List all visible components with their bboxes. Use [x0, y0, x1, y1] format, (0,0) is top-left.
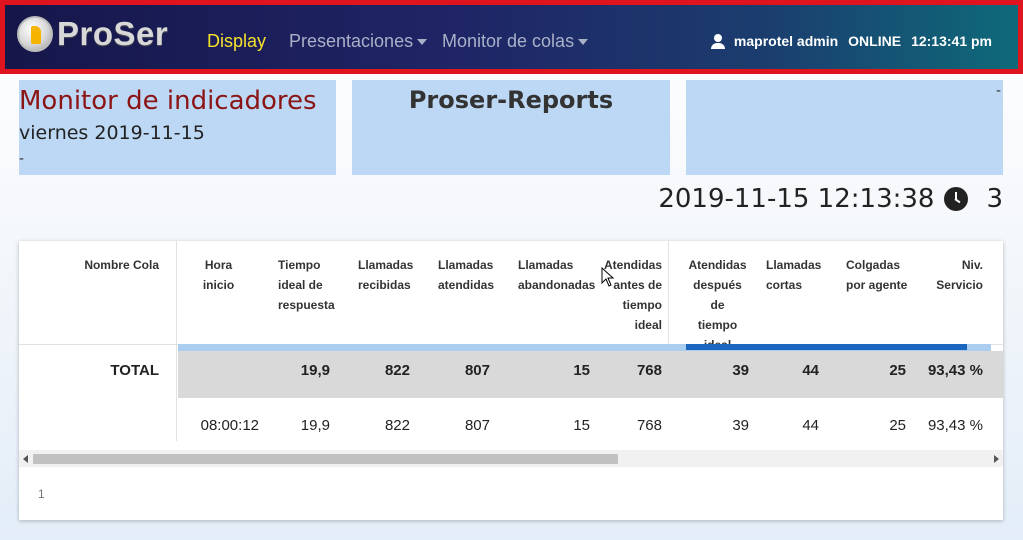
queue-table: Nombre Cola Hora inicio Tiempo ideal de respu… — [19, 241, 1003, 520]
status-badge: ONLINE — [848, 33, 902, 49]
col-llamadas-recibidas[interactable]: Llamadas recibidas — [358, 255, 413, 295]
header-line: después de — [693, 278, 742, 312]
right-dash: - — [996, 82, 1001, 99]
table-row-cell: 807 — [464, 417, 490, 434]
timestamp-text: 2019-11-15 12:13:38 — [658, 184, 935, 214]
left-dash: - — [19, 150, 24, 167]
scroll-right-icon[interactable] — [994, 455, 999, 463]
clock-icon — [944, 187, 969, 211]
user-name[interactable]: maprotel admin — [733, 33, 839, 49]
header-line: Nombre Cola — [84, 258, 159, 272]
total-row-cell: 15 — [573, 362, 590, 379]
progress-track — [178, 344, 991, 351]
header-line: antes de — [613, 278, 662, 292]
progress-bar — [686, 344, 967, 350]
page-number[interactable]: 1 — [38, 487, 45, 501]
info-box-left: Monitor de indicadores viernes 2019-11-1… — [19, 80, 336, 175]
scroll-left-icon[interactable] — [23, 455, 28, 463]
header-line: tiempo — [622, 298, 662, 312]
refresh-count: 3 — [986, 184, 1003, 214]
reports-title: Proser-Reports — [408, 86, 614, 114]
header-line: Niv. — [961, 258, 983, 272]
page-title: Monitor de indicadores — [19, 86, 317, 116]
chevron-down-icon — [417, 39, 428, 46]
update-timestamp: 2019-11-15 12:13:38 3 — [658, 184, 1003, 214]
header-line: por agente — [846, 278, 908, 292]
column-divider — [668, 241, 669, 344]
header-line: tiempo — [697, 318, 738, 332]
header-line: Hora — [204, 258, 233, 272]
header-line: Servicio — [936, 278, 983, 292]
header-line: respuesta — [278, 298, 335, 312]
table-row-cell: 768 — [636, 417, 662, 434]
total-row-cell: 25 — [889, 362, 906, 379]
horizontal-scrollbar[interactable] — [19, 450, 1003, 467]
table-row-cell: 08:00:12 — [200, 417, 259, 434]
header-line: Atendidas — [603, 258, 662, 272]
header-line: inicio — [202, 278, 235, 292]
total-row-cell: 822 — [384, 362, 410, 379]
user-icon — [710, 33, 725, 49]
col-atendidas-antes[interactable]: Atendidas antes de tiempo ideal — [598, 255, 662, 335]
header-line: Llamadas — [438, 258, 494, 272]
header-line: Llamadas — [766, 258, 822, 272]
header-line: Colgadas — [846, 258, 901, 272]
col-llamadas-cortas[interactable]: Llamadas cortas — [766, 255, 821, 295]
table-row-cell: 822 — [384, 417, 410, 434]
navbar: ProSer Display Presentaciones Monitor de… — [0, 0, 1023, 74]
col-llamadas-abandonadas[interactable]: Llamadas abandonadas — [518, 255, 595, 295]
nav-monitor-de-colas[interactable]: Monitor de colas — [442, 31, 589, 52]
header-line: cortas — [766, 278, 803, 292]
report-date: viernes 2019-11-15 — [19, 122, 205, 144]
logo-icon — [17, 16, 53, 52]
total-row-cell: 93,43 % — [927, 362, 983, 379]
total-row-cell: 39 — [732, 362, 749, 379]
scroll-thumb[interactable] — [33, 454, 618, 464]
total-row-cell: 768 — [636, 362, 662, 379]
info-box-center: Proser-Reports — [352, 80, 670, 175]
cursor-icon — [601, 267, 615, 287]
table-row-cell: 19,9 — [300, 417, 330, 434]
header-line: Tiempo — [278, 258, 321, 272]
header-line: ideal — [634, 318, 662, 332]
header-line: recibidas — [358, 278, 411, 292]
nav-presentaciones[interactable]: Presentaciones — [289, 31, 428, 52]
table-row-cell: 44 — [802, 417, 819, 434]
header-line: abandonadas — [518, 278, 596, 292]
nav-presentaciones-label: Presentaciones — [289, 31, 414, 51]
user-area: maprotel admin ONLINE 12:13:41 pm — [710, 33, 992, 49]
col-nombre-cola[interactable]: Nombre Cola — [19, 255, 159, 275]
table-row-cell: 39 — [732, 417, 749, 434]
header-line: ideal de — [278, 278, 323, 292]
table-row-cell: 93,43 % — [927, 417, 983, 434]
column-divider — [176, 241, 177, 441]
chevron-down-icon — [578, 39, 589, 46]
col-tiempo-ideal[interactable]: Tiempo ideal de respuesta — [278, 255, 335, 315]
total-row-cell: 807 — [464, 362, 490, 379]
nav-clock: 12:13:41 pm — [911, 33, 992, 49]
total-row-cell: 19,9 — [300, 362, 330, 379]
header-line: Llamadas — [518, 258, 574, 272]
col-llamadas-atendidas[interactable]: Llamadas atendidas — [438, 255, 494, 295]
total-row-cell: 44 — [802, 362, 819, 379]
nav-monitor-label: Monitor de colas — [442, 31, 575, 51]
nav-display[interactable]: Display — [207, 31, 267, 51]
info-box-right: - — [686, 80, 1003, 175]
logo[interactable]: ProSer — [17, 15, 168, 53]
table-row-cell: 25 — [889, 417, 906, 434]
col-colgadas-agente[interactable]: Colgadas por agente — [846, 255, 907, 295]
col-nivel-servicio[interactable]: Niv. Servicio — [926, 255, 983, 295]
table-row-cell: 15 — [573, 417, 590, 434]
header-line: atendidas — [438, 278, 495, 292]
total-row-cell: TOTAL — [110, 362, 159, 379]
header-line: Atendidas — [688, 258, 747, 272]
total-row-bg — [178, 351, 1003, 398]
header-line: Llamadas — [358, 258, 414, 272]
logo-text: ProSer — [57, 15, 169, 52]
col-hora-inicio[interactable]: Hora inicio — [178, 255, 259, 295]
